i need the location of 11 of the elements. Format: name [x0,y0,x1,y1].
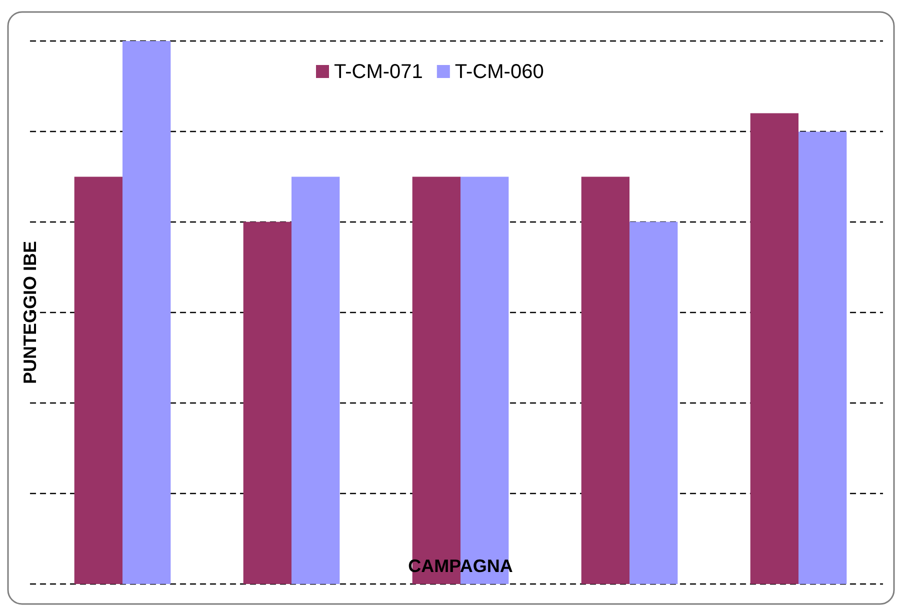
bar [74,176,122,584]
bar [122,41,171,584]
legend-label: T-CM-071 [334,61,423,83]
bar [292,176,340,584]
bar [243,222,292,584]
bar [630,222,678,584]
y-axis-title: PUNTEGGIO IBE [20,240,40,384]
legend-label: T-CM-060 [454,61,544,83]
bar [750,113,798,584]
bar [581,176,630,584]
bar [798,132,847,584]
